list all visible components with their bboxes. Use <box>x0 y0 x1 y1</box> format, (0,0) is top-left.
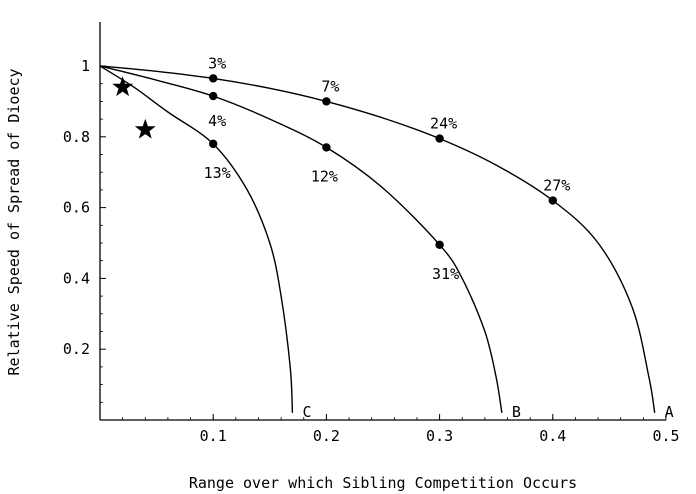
data-point <box>209 74 218 83</box>
data-point <box>322 97 331 106</box>
data-point <box>435 134 444 143</box>
curve-label-b: B <box>512 403 521 421</box>
data-point <box>322 143 331 152</box>
x-tick-label: 0.3 <box>426 427 453 445</box>
x-tick-label: 0.4 <box>539 427 566 445</box>
point-label: 24% <box>430 115 457 133</box>
curve-label-c: C <box>302 403 311 421</box>
x-tick-label: 0.5 <box>652 427 679 445</box>
y-tick-label: 0.6 <box>63 199 90 217</box>
star-marker <box>112 76 134 97</box>
data-point <box>209 139 218 149</box>
y-axis-title: Relative Speed of Spread of Dioecy <box>5 68 23 375</box>
ticks: 0.1 0.2 0.3 0.4 0.5 0.2 0.4 0.6 0.8 1 <box>63 57 680 445</box>
x-tick-label: 0.1 <box>200 427 227 445</box>
x-axis-title: Range over which Sibling Competition Occ… <box>189 474 577 492</box>
data-point <box>209 91 218 101</box>
point-label: 27% <box>543 177 570 195</box>
curves: A B C <box>99 65 674 421</box>
point-label: 4% <box>208 112 226 130</box>
point-label: 31% <box>432 265 459 283</box>
y-tick-label: 0.4 <box>63 269 90 287</box>
series-line-a <box>99 65 656 414</box>
point-label: 13% <box>204 164 231 182</box>
data-point <box>548 196 557 205</box>
curve-label-a: A <box>665 403 674 421</box>
series-line-b <box>99 65 503 414</box>
axes <box>99 22 666 421</box>
point-label: 12% <box>311 167 338 185</box>
point-label: 7% <box>321 77 339 95</box>
x-tick-label: 0.2 <box>313 427 340 445</box>
series-line-c <box>99 65 294 413</box>
point-label: 3% <box>208 54 226 72</box>
y-tick-label: 1 <box>81 57 90 75</box>
y-tick-label: 0.2 <box>63 340 90 358</box>
star-marker <box>134 118 156 139</box>
y-tick-label: 0.8 <box>63 128 90 146</box>
data-point <box>435 240 444 249</box>
markers: 3% 7% 24% 27% 4% 12% 31% 13% <box>112 54 570 283</box>
